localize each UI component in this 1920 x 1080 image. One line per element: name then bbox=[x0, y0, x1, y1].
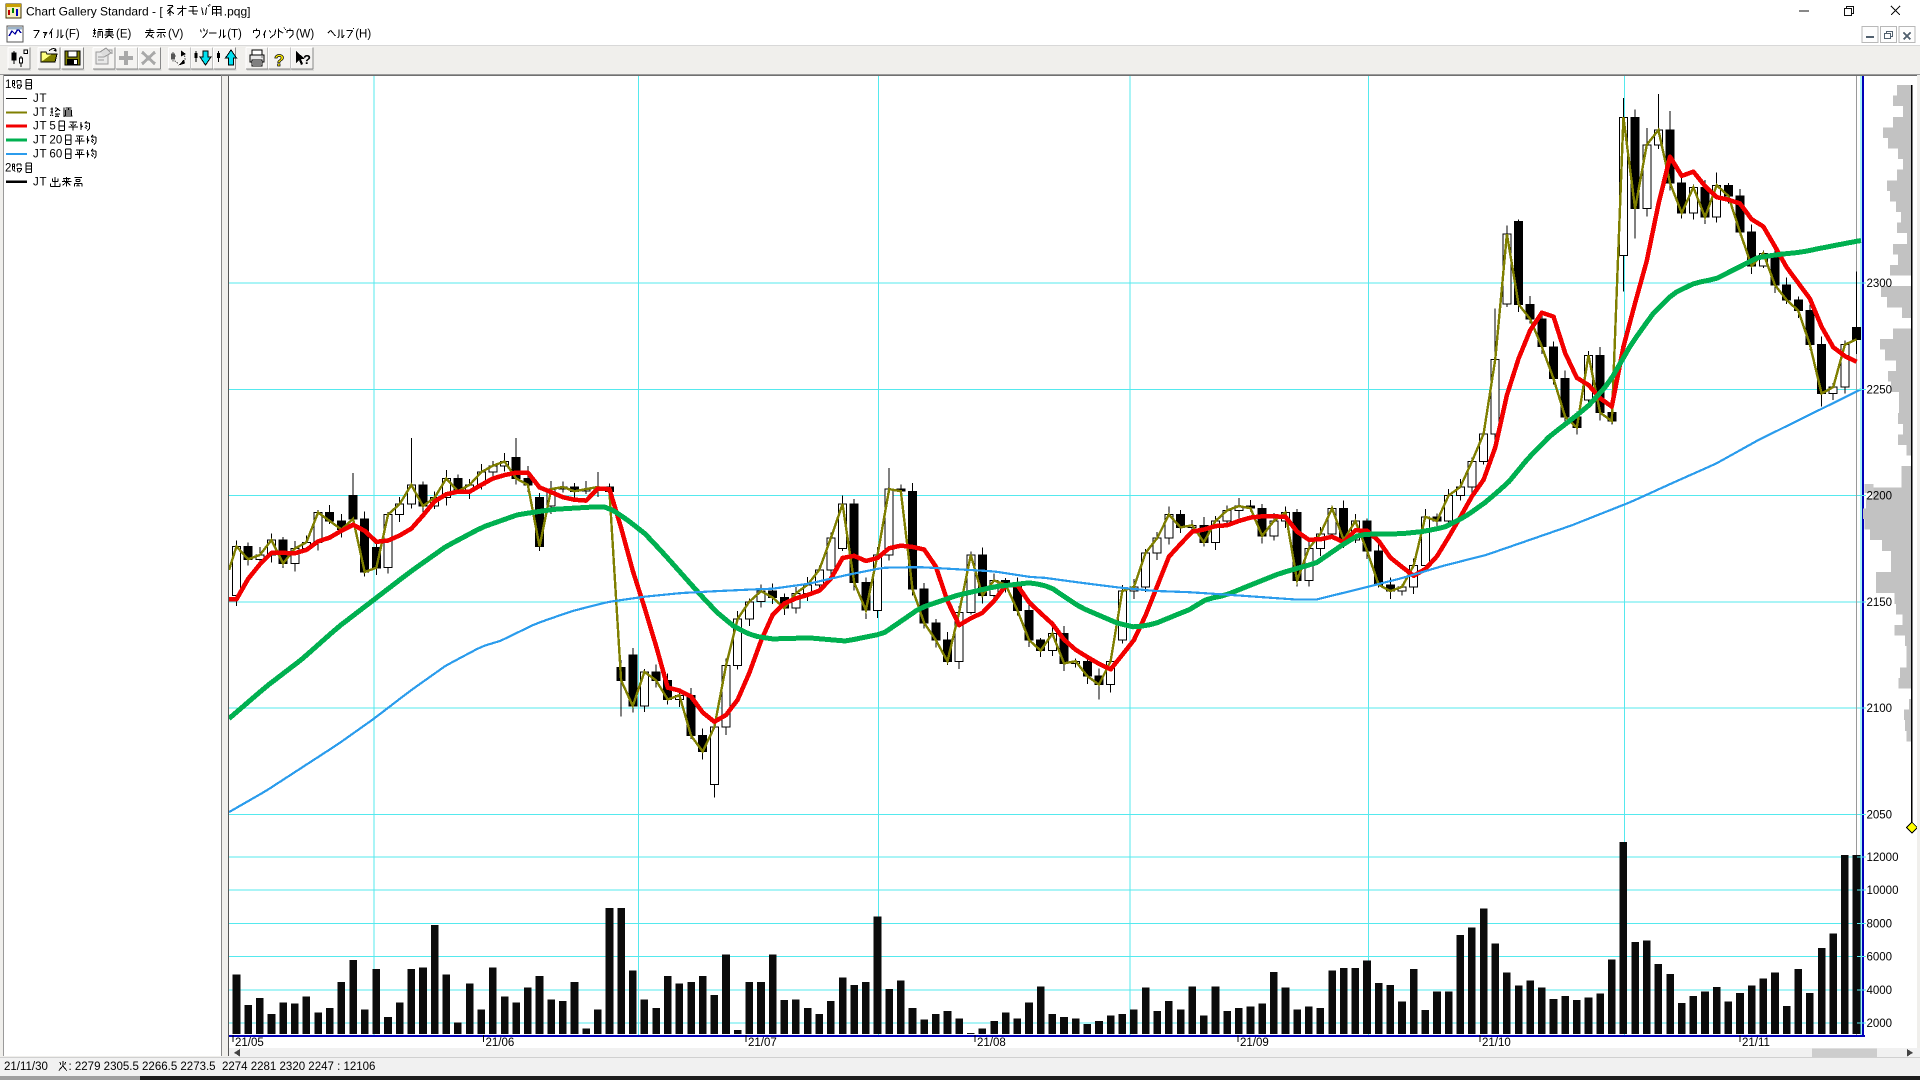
svg-text:T: T bbox=[40, 176, 47, 188]
svg-text:J: J bbox=[33, 149, 39, 161]
svg-text:T: T bbox=[40, 93, 47, 105]
svg-text:0: 0 bbox=[56, 135, 62, 147]
svg-text:2: 2 bbox=[5, 162, 11, 174]
svg-text:(T): (T) bbox=[227, 29, 242, 41]
svg-text:T: T bbox=[40, 107, 47, 119]
svg-text:Chart Gallery Standard - [: Chart Gallery Standard - [ bbox=[26, 5, 163, 19]
svg-text:T: T bbox=[40, 121, 47, 133]
svg-text:J: J bbox=[33, 93, 39, 105]
svg-text:2250: 2250 bbox=[1867, 384, 1893, 396]
svg-text:21/10: 21/10 bbox=[1482, 1037, 1511, 1049]
svg-text:J: J bbox=[33, 107, 39, 119]
svg-text:2000: 2000 bbox=[1867, 1018, 1893, 1030]
svg-text:: 2279 2305.5 2266.5 2273.5 2: : 2279 2305.5 2266.5 2273.5 2274 2281 23… bbox=[69, 1061, 376, 1073]
svg-text:J: J bbox=[33, 176, 39, 188]
svg-text:6: 6 bbox=[49, 149, 55, 161]
svg-text:(W): (W) bbox=[296, 29, 315, 41]
svg-text:0: 0 bbox=[56, 149, 62, 161]
svg-text:2200: 2200 bbox=[1867, 491, 1893, 503]
svg-text:J: J bbox=[33, 135, 39, 147]
svg-text:2300: 2300 bbox=[1867, 278, 1893, 290]
svg-text:21/07: 21/07 bbox=[748, 1037, 777, 1049]
svg-text:5: 5 bbox=[49, 121, 55, 133]
svg-text:T: T bbox=[40, 149, 47, 161]
svg-text:2150: 2150 bbox=[1867, 597, 1893, 609]
svg-text:4000: 4000 bbox=[1867, 985, 1893, 997]
svg-text:T: T bbox=[40, 135, 47, 147]
svg-text:6000: 6000 bbox=[1867, 952, 1893, 964]
svg-text:.pqg]: .pqg] bbox=[224, 5, 251, 19]
svg-text:(E): (E) bbox=[116, 29, 132, 41]
svg-text:8000: 8000 bbox=[1867, 918, 1893, 930]
svg-text:21/08: 21/08 bbox=[977, 1037, 1006, 1049]
svg-text:10000: 10000 bbox=[1867, 885, 1899, 897]
svg-text:21/09: 21/09 bbox=[1240, 1037, 1269, 1049]
svg-text:12000: 12000 bbox=[1867, 852, 1899, 864]
svg-text:21/11: 21/11 bbox=[1742, 1037, 1770, 1049]
svg-text:?: ? bbox=[274, 51, 284, 70]
svg-text:(H): (H) bbox=[355, 29, 371, 41]
svg-text:21/06: 21/06 bbox=[486, 1037, 515, 1049]
svg-text:J: J bbox=[33, 121, 39, 133]
svg-text:?: ? bbox=[303, 52, 311, 67]
svg-text:21/05: 21/05 bbox=[235, 1037, 264, 1049]
svg-text:21/11/30: 21/11/30 bbox=[4, 1061, 48, 1073]
svg-text:2100: 2100 bbox=[1867, 703, 1893, 715]
svg-text:1: 1 bbox=[5, 79, 11, 91]
svg-text:2050: 2050 bbox=[1867, 809, 1893, 821]
svg-text:2: 2 bbox=[49, 135, 55, 147]
svg-text:(F): (F) bbox=[65, 29, 80, 41]
svg-text:(V): (V) bbox=[168, 29, 184, 41]
